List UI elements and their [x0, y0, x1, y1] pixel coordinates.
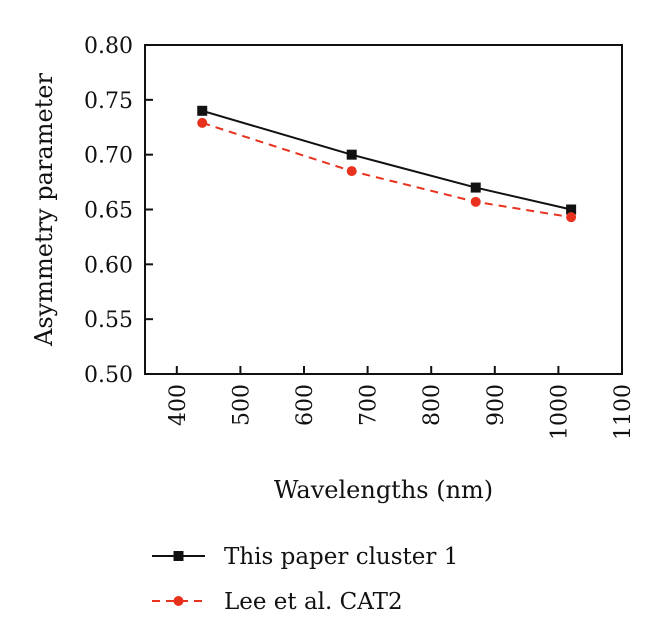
x-tick-label: 700	[357, 384, 382, 426]
y-tick-label: 0.60	[84, 253, 133, 278]
legend-label-2: Lee et al. CAT2	[224, 589, 403, 615]
x-tick-label: 600	[293, 384, 318, 426]
y-tick-label: 0.80	[84, 34, 133, 59]
series-2-point	[197, 117, 208, 128]
series-line-2	[201, 121, 572, 219]
series-line-1	[201, 109, 572, 211]
series-1-point	[346, 149, 357, 160]
y-tick-label: 0.70	[84, 144, 133, 169]
series-2-point	[470, 196, 481, 207]
x-tick-label: 400	[166, 384, 191, 426]
plot-frame	[144, 44, 623, 375]
y-tick-label: 0.75	[84, 89, 133, 114]
x-tick-label: 500	[229, 384, 254, 426]
legend-marker-1	[173, 551, 184, 561]
y-tick-label: 0.65	[84, 199, 133, 224]
series-1-point	[566, 204, 577, 215]
legend-label-1: This paper cluster 1	[224, 544, 458, 570]
legend: This paper cluster 1 Lee et al. CAT2	[152, 544, 458, 615]
legend-marker-2	[173, 596, 184, 606]
y-axis-title: Asymmetry parameter	[30, 72, 58, 346]
series-2-point	[566, 212, 577, 223]
ticks-layer: 0.50 0.55 0.60 0.65 0.70 0.75 0.80 400 500 600 700…	[84, 34, 636, 440]
series-1-point	[197, 105, 208, 116]
series-1-point	[470, 182, 481, 193]
series-layer	[197, 105, 577, 223]
x-axis-title: Wavelengths (nm)	[274, 476, 493, 504]
x-tick-label: 1100	[611, 384, 636, 440]
y-tick-label: 0.50	[84, 363, 133, 388]
series-2-point	[346, 166, 357, 177]
x-tick-label: 1000	[547, 384, 572, 440]
y-tick-label: 0.55	[84, 308, 133, 333]
x-tick-label: 900	[484, 384, 509, 426]
x-tick-label: 800	[420, 384, 445, 426]
